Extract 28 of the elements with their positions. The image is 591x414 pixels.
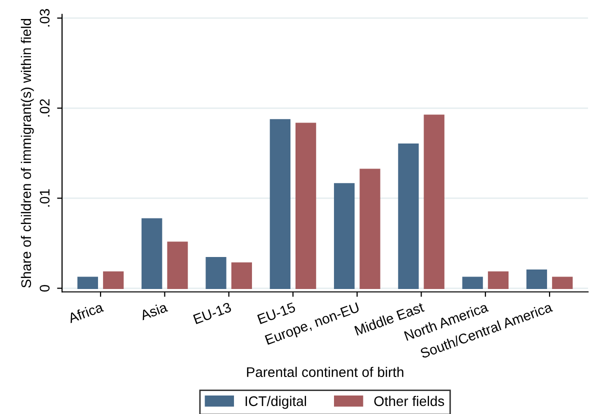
y-tick-label: .01 <box>40 189 50 207</box>
bar <box>77 276 98 289</box>
x-tick-label: EU-13 <box>193 302 232 324</box>
x-tick-label: EU-15 <box>257 302 296 324</box>
bar <box>398 143 419 289</box>
legend-label: Other fields <box>374 396 444 406</box>
bar <box>526 270 548 289</box>
bar <box>462 276 483 289</box>
y-tick-label: .02 <box>40 99 50 117</box>
bar <box>231 262 252 289</box>
bar <box>142 218 162 289</box>
bar <box>295 122 316 289</box>
x-tick-label: Asia <box>139 302 168 320</box>
bar <box>103 271 124 289</box>
bar <box>167 242 188 289</box>
y-axis-title: Share of children of immigrant(s) within field <box>20 18 34 288</box>
bar <box>360 168 380 289</box>
bar <box>206 256 226 289</box>
bar <box>334 183 355 289</box>
legend-label: ICT/digital <box>246 396 306 409</box>
bar <box>552 276 573 289</box>
x-tick-label: Africa <box>67 302 104 324</box>
x-axis-title: Parental continent of birth <box>247 366 404 378</box>
y-tick-label: .03 <box>40 9 50 26</box>
bar <box>270 119 290 289</box>
y-tick-label: 0 <box>40 284 50 292</box>
bar <box>488 271 509 289</box>
bar <box>424 114 444 289</box>
